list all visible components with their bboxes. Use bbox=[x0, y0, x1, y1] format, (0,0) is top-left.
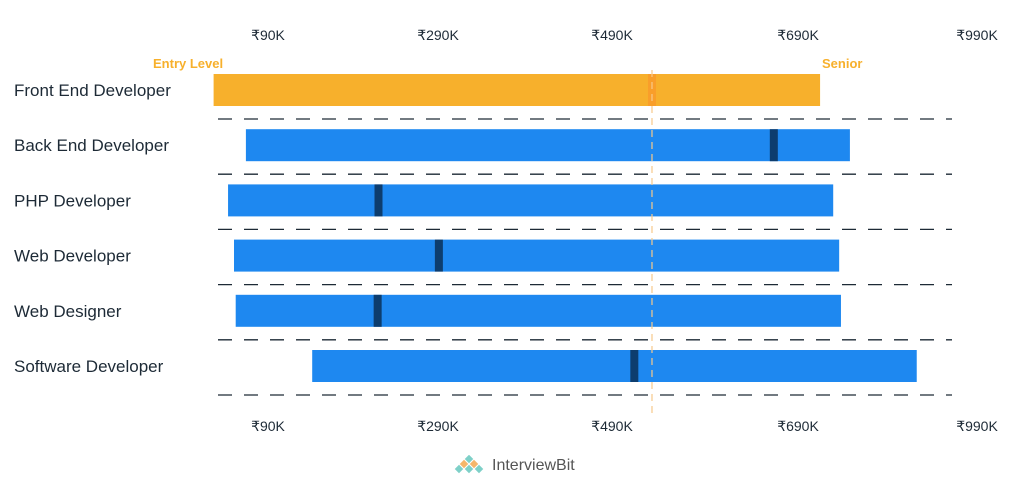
logo-diamond-icon bbox=[454, 455, 484, 474]
range-bar bbox=[234, 239, 840, 272]
range-bar bbox=[245, 129, 850, 162]
category-label: Web Designer bbox=[14, 302, 122, 321]
logo-text: InterviewBit bbox=[492, 457, 575, 474]
senior-level-label: Senior bbox=[822, 56, 862, 71]
category-label: PHP Developer bbox=[14, 191, 131, 210]
category-label: Software Developer bbox=[14, 357, 164, 376]
median-marker bbox=[434, 239, 443, 272]
category-label: Web Developer bbox=[14, 247, 131, 266]
median-marker bbox=[630, 350, 639, 382]
salary-range-chart: ₹90K ₹90K ₹290K ₹290K ₹490K ₹490K ₹690K ₹690K ₹9… bbox=[14, 27, 998, 434]
range-bar bbox=[235, 294, 841, 327]
bottom-tick-label: ₹290K bbox=[417, 418, 459, 434]
top-tick-label: ₹990K bbox=[956, 27, 998, 43]
bottom-tick-label: ₹690K bbox=[777, 418, 819, 434]
range-bar bbox=[213, 74, 821, 106]
median-marker bbox=[647, 74, 656, 106]
top-tick-label: ₹690K bbox=[777, 27, 819, 43]
median-marker bbox=[769, 129, 778, 162]
range-bar bbox=[228, 184, 834, 217]
category-label: Front End Developer bbox=[14, 81, 171, 100]
bottom-tick-label: ₹490K bbox=[591, 418, 633, 434]
top-tick-label: ₹90K bbox=[251, 27, 285, 43]
median-marker bbox=[374, 184, 383, 217]
bottom-tick-label: ₹990K bbox=[956, 418, 998, 434]
range-bar bbox=[312, 350, 917, 382]
interviewbit-logo: InterviewBit bbox=[452, 455, 575, 477]
top-tick-label: ₹490K bbox=[591, 27, 633, 43]
median-marker bbox=[373, 294, 382, 327]
entry-level-label: Entry Level bbox=[153, 56, 223, 71]
top-tick-label: ₹290K bbox=[417, 27, 459, 43]
category-label: Back End Developer bbox=[14, 136, 169, 155]
bottom-tick-label: ₹90K bbox=[251, 418, 285, 434]
